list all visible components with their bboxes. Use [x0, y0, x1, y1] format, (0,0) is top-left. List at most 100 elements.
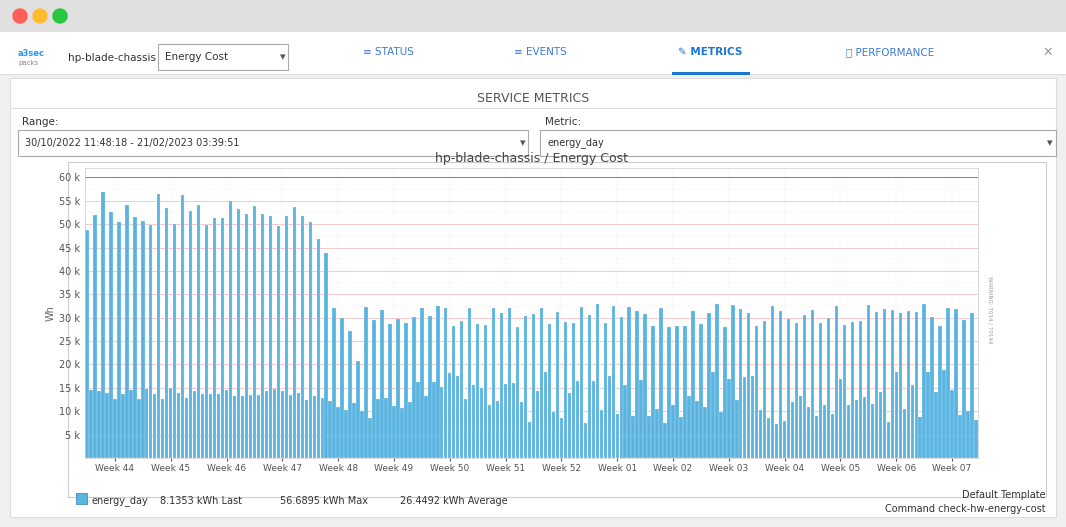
Bar [771, 306, 774, 458]
Bar [504, 384, 507, 458]
Bar [424, 396, 427, 458]
Bar [619, 317, 623, 458]
Bar [827, 318, 830, 458]
Bar [185, 398, 189, 458]
Bar [117, 222, 120, 458]
Text: Range:: Range: [22, 117, 59, 127]
Bar [910, 385, 914, 458]
Bar [691, 311, 695, 458]
Bar [356, 361, 360, 458]
Bar [568, 393, 571, 458]
Bar [253, 206, 256, 458]
Bar [672, 72, 750, 75]
Bar [420, 308, 423, 458]
Bar [10, 78, 1056, 517]
Bar [967, 412, 970, 458]
Bar [484, 325, 487, 458]
Bar [935, 392, 938, 458]
Bar [926, 372, 930, 458]
Bar [158, 44, 288, 70]
Bar [157, 194, 161, 458]
Bar [400, 408, 404, 458]
Bar [723, 327, 727, 458]
Bar [189, 211, 192, 458]
Bar [903, 409, 906, 458]
Bar [177, 393, 180, 458]
Bar [651, 326, 655, 458]
Bar [608, 376, 611, 458]
Bar [280, 391, 284, 458]
Bar [878, 392, 882, 458]
Bar [197, 206, 200, 458]
Bar [324, 253, 328, 458]
Bar [823, 405, 826, 458]
Bar [101, 192, 104, 458]
Bar [289, 395, 292, 458]
Text: ▾: ▾ [1047, 138, 1052, 148]
Y-axis label: Wh: Wh [46, 305, 56, 321]
Bar [229, 201, 232, 458]
Text: Default Template: Default Template [963, 490, 1046, 500]
Bar [133, 218, 136, 458]
Bar [349, 330, 352, 458]
Bar [564, 322, 567, 458]
Bar [264, 391, 268, 458]
Bar [867, 306, 870, 458]
Bar [480, 388, 483, 458]
Bar [656, 409, 659, 458]
Bar [392, 406, 395, 458]
Bar [970, 313, 973, 458]
Bar [747, 313, 750, 458]
Bar [922, 304, 926, 458]
Text: 30/10/2022 11:48:18 - 21/02/2023 03:39:51: 30/10/2022 11:48:18 - 21/02/2023 03:39:5… [25, 138, 240, 148]
Bar [372, 320, 375, 458]
Bar [743, 377, 746, 458]
Bar [173, 224, 176, 458]
Bar [635, 311, 639, 458]
Bar [0, 74, 1066, 75]
Bar [491, 308, 496, 458]
Bar [257, 395, 260, 458]
Bar [340, 318, 344, 458]
Bar [452, 326, 455, 458]
Bar [0, 32, 1066, 75]
Bar [644, 314, 647, 458]
Bar [599, 410, 603, 458]
Bar [647, 416, 651, 458]
Bar [631, 416, 635, 458]
Bar [169, 388, 173, 458]
Bar [154, 394, 157, 458]
Bar [129, 390, 132, 458]
Bar [695, 401, 698, 458]
Bar [216, 394, 221, 458]
Bar [919, 417, 922, 458]
Bar [477, 324, 480, 458]
Text: ✕: ✕ [1043, 45, 1053, 58]
Bar [456, 376, 459, 458]
Bar [839, 379, 842, 458]
Bar [539, 308, 544, 458]
Bar [615, 414, 619, 458]
Circle shape [33, 9, 47, 23]
Bar [974, 420, 978, 458]
Bar [532, 315, 535, 458]
Bar [679, 417, 682, 458]
Bar [596, 304, 599, 458]
Bar [536, 391, 539, 458]
Bar [704, 407, 707, 458]
Bar [97, 391, 100, 458]
Bar [397, 319, 400, 458]
Bar [846, 405, 850, 458]
Bar [305, 399, 308, 458]
Bar [843, 325, 846, 458]
Bar [814, 416, 819, 458]
Bar [385, 398, 388, 458]
Bar [660, 308, 663, 458]
Bar [672, 405, 675, 458]
Bar [241, 396, 244, 458]
Bar [583, 423, 587, 458]
Bar [951, 389, 954, 458]
Bar [138, 399, 141, 458]
Bar [360, 412, 364, 458]
Bar [461, 320, 464, 458]
